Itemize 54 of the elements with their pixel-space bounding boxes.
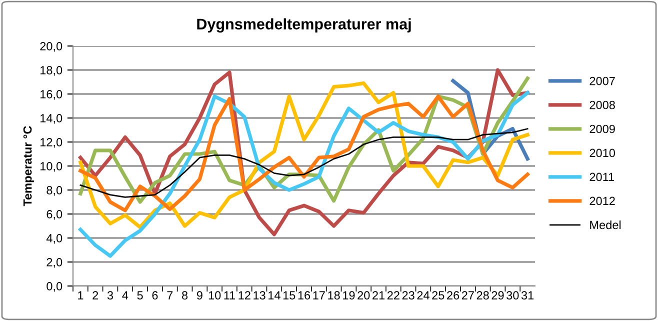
y-tick-label: 8,0: [46, 186, 62, 196]
y-tick-label: 6,0: [46, 210, 62, 220]
x-tick-label: 5: [137, 291, 143, 300]
x-tick-label: 11: [224, 291, 236, 300]
x-tick-label: 22: [387, 291, 400, 300]
legend-label: 2011: [590, 172, 614, 182]
legend-label: 2010: [590, 148, 616, 158]
x-tick-label: 25: [432, 291, 444, 300]
y-tick-label: 18,0: [40, 66, 62, 76]
x-tick-label: 8: [182, 291, 188, 300]
x-tick-label: 9: [196, 291, 202, 300]
x-tick-label: 1: [78, 291, 84, 300]
line-series: [80, 128, 528, 198]
y-tick-label: 16,0: [40, 90, 62, 100]
legend-label: 2009: [590, 124, 615, 134]
legend-label: 2008: [590, 100, 615, 110]
chart-title: Dygnsmedeltemperaturer maj: [197, 18, 411, 33]
x-tick-label: 16: [298, 291, 310, 300]
x-tick-label: 23: [402, 291, 414, 300]
x-tick-label: 29: [492, 291, 504, 300]
legend-label: Medel: [590, 220, 621, 230]
x-tick-label: 24: [417, 291, 430, 300]
x-tick-label: 7: [167, 291, 173, 300]
y-tick-label: 10,0: [40, 162, 62, 172]
y-tick-label: 4,0: [46, 234, 62, 244]
y-tick-label: 0,0: [46, 282, 62, 292]
x-tick-label: 6: [152, 291, 158, 300]
x-tick-label: 20: [358, 291, 370, 300]
y-tick-label: 2,0: [46, 258, 62, 268]
y-tick-label: 12,0: [40, 138, 62, 148]
x-tick-label: 10: [208, 291, 221, 300]
legend-label: 2007: [590, 76, 615, 86]
x-tick-label: 21: [372, 291, 385, 300]
x-tick-label: 12: [238, 291, 250, 300]
y-tick-label: 20,0: [40, 42, 62, 52]
x-tick-label: 28: [476, 291, 489, 300]
x-tick-label: 19: [343, 291, 355, 300]
x-tick-label: 18: [328, 291, 340, 300]
x-tick-label: 31: [521, 291, 534, 300]
x-tick-label: 15: [283, 291, 296, 300]
y-tick-label: 14,0: [40, 114, 62, 124]
x-tick-label: 13: [254, 291, 266, 300]
line-series: [78, 90, 530, 258]
x-tick-label: 2: [92, 291, 98, 300]
x-tick-label: 3: [107, 291, 114, 300]
x-tick-label: 14: [268, 291, 280, 300]
legend-label: 2012: [590, 196, 615, 206]
x-tick-label: 17: [313, 291, 325, 300]
line-series: [78, 94, 530, 212]
x-tick-label: 26: [447, 291, 460, 300]
x-tick-label: 27: [462, 291, 474, 300]
x-tick-label: 4: [122, 291, 128, 300]
x-tick-label: 30: [506, 291, 519, 300]
y-axis-title: Temperatur °C: [23, 126, 34, 206]
